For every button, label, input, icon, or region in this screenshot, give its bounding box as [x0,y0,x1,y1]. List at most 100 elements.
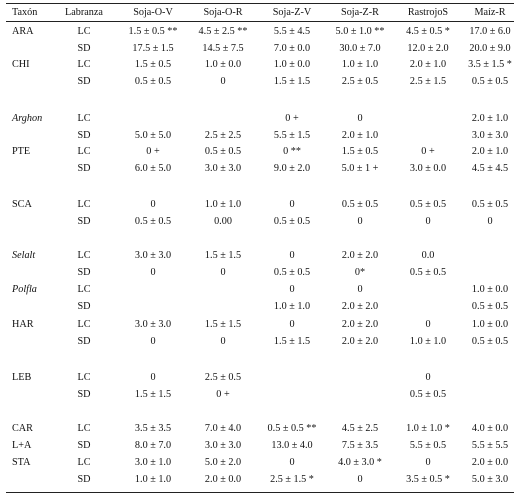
taxon-cell: CAR [12,423,33,434]
value-cell: 7.0 ± 4.0 [204,423,242,434]
labranza-cell: SD [77,474,91,485]
value-cell: 0 [150,199,156,210]
value-cell: 1.0 ± 0.0 [204,59,242,70]
value-cell: 5.0 ± 3.0 [471,474,509,485]
value-cell: 1.5 ± 0.5 ** [128,26,178,37]
value-cell: 1.5 ± 0.5 [134,59,172,70]
labranza-cell: SD [77,163,91,174]
value-cell: 1.5 ± 1.5 [134,389,172,400]
labranza-cell: LC [77,59,91,70]
header-soja-z-v: Soja-Z-V [272,7,312,18]
labranza-cell: SD [77,389,91,400]
value-cell: 2.5 ± 0.5 [204,372,242,383]
value-cell: 2.0 ± 1.0 [409,59,447,70]
value-cell: 0 [150,267,156,278]
labranza-cell: SD [77,43,91,54]
value-cell: 2.0 ± 1.0 [471,113,509,124]
value-cell: 0.5 ± 0.5 [273,216,311,227]
value-cell: 17.5 ± 1.5 [132,43,174,54]
value-cell: 4.5 ± 0.5 * [406,26,450,37]
taxon-cell: LEB [12,372,32,383]
taxon-cell: Selalt [12,250,36,261]
value-cell: 1.5 ± 1.5 [273,76,311,87]
labranza-cell: SD [77,76,91,87]
bottom-rule [6,492,514,493]
value-cell: 0 [357,216,363,227]
value-cell: 5.5 ± 0.5 [409,440,447,451]
value-cell: 0.5 ± 0.5 [471,76,509,87]
value-cell: 0 [357,113,363,124]
value-cell: 0.5 ± 0.5 [273,267,311,278]
value-cell: 3.0 ± 0.0 [409,163,447,174]
labranza-cell: LC [77,113,91,124]
value-cell: 2.0 ± 1.0 [341,130,379,141]
value-cell: 5.5 ± 4.5 [273,26,311,37]
value-cell: 2.0 ± 0.0 [204,474,242,485]
value-cell: 3.0 ± 3.0 [134,319,172,330]
value-cell: 1.0 ± 1.0 [341,59,379,70]
value-cell: 2.5 ± 1.5 * [270,474,314,485]
value-cell: 1.0 ± 1.0 [204,199,242,210]
value-cell: 0.5 ± 0.5 [134,216,172,227]
value-cell: 5.0 ± 1 + [341,163,379,174]
value-cell: 0.5 ± 0.5 [134,76,172,87]
value-cell: 0 + [285,113,299,124]
value-cell: 2.5 ± 1.5 [409,76,447,87]
value-cell: 1.0 ± 1.0 [134,474,172,485]
value-cell: 0.5 ± 0.5 [409,389,447,400]
value-cell: 3.5 ± 1.5 * [468,59,512,70]
value-cell: 2.5 ± 0.5 [341,76,379,87]
value-cell: 7.5 ± 3.5 [341,440,379,451]
labranza-cell: LC [77,146,91,157]
value-cell: 0 [357,284,363,295]
value-cell: 0 [289,319,295,330]
value-cell: 2.0 ± 0.0 [471,457,509,468]
value-cell: 3.0 ± 1.0 [134,457,172,468]
value-cell: 3.5 ± 0.5 * [406,474,450,485]
value-cell: 5.5 ± 1.5 [273,130,311,141]
value-cell: 1.0 ± 1.0 [409,336,447,347]
value-cell: 2.5 ± 2.5 [204,130,242,141]
taxon-cell: HAR [12,319,34,330]
header-maiz-r: Maíz-R [474,7,506,18]
value-cell: 5.0 ± 1.0 ** [335,26,385,37]
labranza-cell: LC [77,457,91,468]
taxon-cell: CHI [12,59,30,70]
labranza-cell: SD [77,336,91,347]
taxon-cell: ARA [12,26,34,37]
value-cell: 0 [425,372,431,383]
value-cell: 4.5 ± 4.5 [471,163,509,174]
value-cell: 0 [425,457,431,468]
value-cell: 0 [357,474,363,485]
value-cell: 4.0 ± 0.0 [471,423,509,434]
value-cell: 0.5 ± 0.5 [204,146,242,157]
header-soja-o-r: Soja-O-R [203,7,243,18]
value-cell: 0 [289,457,295,468]
value-cell: 0.5 ± 0.5 ** [267,423,317,434]
taxon-cell: SCA [12,199,32,210]
value-cell: 0.5 ± 0.5 [471,336,509,347]
labranza-cell: LC [77,250,91,261]
header-taxon: Taxón [12,7,38,18]
value-cell: 13.0 ± 4.0 [271,440,313,451]
value-cell: 0.5 ± 0.5 [409,267,447,278]
value-cell: 5.0 ± 2.0 [204,457,242,468]
labranza-cell: SD [77,440,91,451]
value-cell: 0 [150,336,156,347]
labranza-cell: SD [77,267,91,278]
value-cell: 0 [220,267,226,278]
value-cell: 1.5 ± 1.5 [204,250,242,261]
value-cell: 3.0 ± 3.0 [204,440,242,451]
taxon-cell: Polfla [12,284,37,295]
value-cell: 0 [220,336,226,347]
labranza-cell: SD [77,216,91,227]
value-cell: 0.5 ± 0.5 [471,301,509,312]
value-cell: 7.0 ± 0.0 [273,43,311,54]
top-rule [6,3,514,4]
value-cell: 1.0 ± 0.0 [471,319,509,330]
labranza-cell: LC [77,372,91,383]
header-labranza: Labranza [65,7,103,18]
value-cell: 5.5 ± 5.5 [471,440,509,451]
value-cell: 1.5 ± 0.5 [341,146,379,157]
